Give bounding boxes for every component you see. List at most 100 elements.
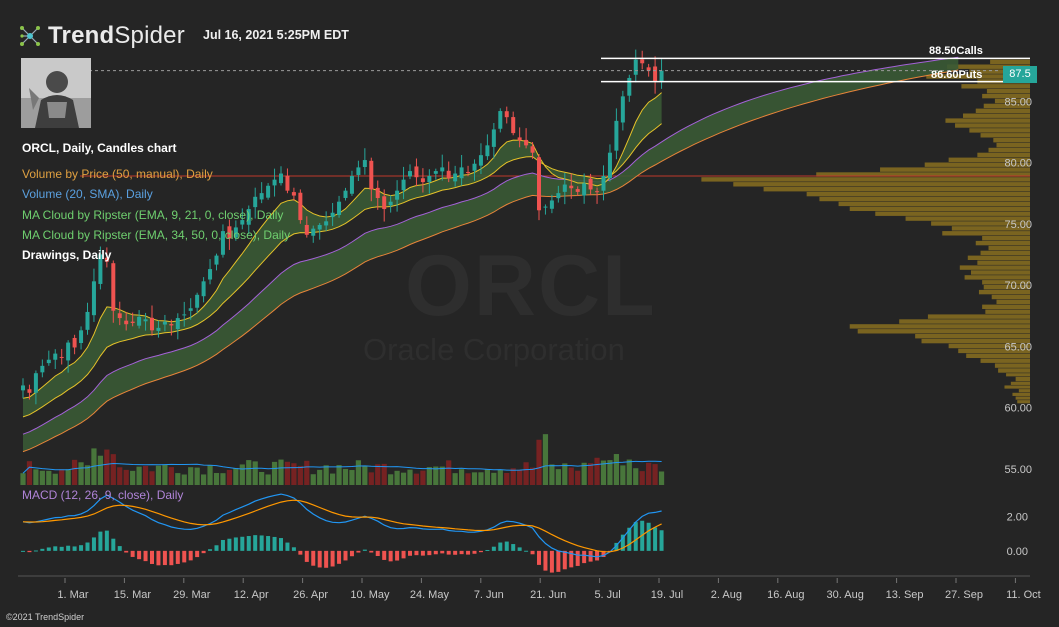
vbp-bar [993, 138, 1030, 143]
volume-bar [652, 464, 658, 485]
macd-histogram-bar [317, 550, 322, 568]
volume-bar [517, 469, 523, 485]
candle-body [285, 175, 290, 191]
candle-body [433, 171, 438, 174]
candle-body [53, 353, 58, 360]
vbp-bar [905, 216, 1030, 221]
candle-body [349, 175, 354, 194]
volume-bar [575, 470, 581, 485]
vbp-bar [849, 206, 1030, 211]
candle-body [253, 196, 258, 208]
macd-histogram-bar [195, 550, 200, 558]
volume-bar [65, 469, 71, 485]
candle-body [453, 173, 458, 182]
vbp-bar [1015, 396, 1030, 400]
volume-bar [562, 463, 568, 485]
macd-histogram-bar [427, 550, 432, 556]
price-tick-label: 80.00 [1004, 158, 1032, 170]
volume-bar [529, 467, 536, 485]
indicator-label-drawings[interactable]: Drawings, Daily [22, 248, 112, 262]
timestamp: Jul 16, 2021 5:25PM EDT [203, 28, 349, 42]
candle-body [291, 192, 296, 196]
time-tick-label: 16. Aug [767, 589, 804, 601]
candle-body [259, 193, 264, 200]
macd-histogram-bar [104, 530, 109, 551]
volume-bar [246, 460, 252, 485]
volume-bar [175, 473, 181, 485]
candle-body [195, 294, 200, 308]
macd-histogram-bar [227, 538, 232, 551]
macd-histogram-bar [420, 550, 425, 556]
candle-body [588, 178, 593, 190]
candle-body [79, 330, 84, 344]
puts-level-label[interactable]: 86.60Puts [931, 69, 982, 81]
candle-body [595, 191, 600, 193]
volume-bar [588, 463, 594, 485]
candle-body [272, 179, 277, 186]
macd-histogram-bar [66, 545, 71, 551]
macd-histogram-bar [272, 536, 277, 551]
candle-body [343, 190, 348, 198]
volume-bar [381, 463, 387, 485]
volume-bar [388, 474, 394, 485]
macd-histogram-bar [433, 550, 438, 555]
indicator-label-volume[interactable]: Volume (20, SMA), Daily [22, 187, 153, 201]
candle-body [504, 111, 509, 118]
time-tick-label: 29. Mar [173, 589, 211, 601]
macd-histogram-bar [98, 531, 103, 551]
volume-bar [213, 473, 220, 485]
vbp-bar [980, 358, 1030, 363]
vbp-bar [990, 59, 1030, 64]
indicator-label-cloud-1[interactable]: MA Cloud by Ripster (EMA, 9, 21, 0, clos… [22, 208, 284, 222]
calls-level-label[interactable]: 88.50Calls [929, 45, 983, 57]
candle-body [627, 77, 632, 96]
avatar-image [21, 58, 91, 128]
volume-bar [484, 469, 490, 485]
volume-bar [478, 472, 484, 485]
volume-bar [658, 471, 665, 485]
vbp-bar [967, 255, 1030, 260]
macd-histogram-bar [530, 550, 535, 555]
candles [21, 49, 664, 405]
macd-histogram-bar [575, 550, 580, 566]
vbp-bar [948, 343, 1030, 349]
volume-bar [594, 457, 600, 485]
vbp-bar [964, 275, 1030, 280]
macd-histogram-bar [349, 550, 354, 557]
macd-histogram-bar [233, 537, 238, 551]
volume-bar [84, 465, 91, 485]
indicator-label-cloud-2[interactable]: MA Cloud by Ripster (EMA, 34, 50, 0, clo… [22, 228, 291, 242]
vbp-bar [998, 368, 1030, 373]
candle-body [653, 66, 658, 82]
vbp-bar [927, 314, 1030, 319]
candle-body [40, 365, 45, 373]
price-axis: 85.00 80.00 75.00 70.00 65.00 60.00 55.00 [1004, 96, 1032, 476]
volume-bar [142, 465, 149, 485]
vbp-bar [982, 280, 1030, 285]
volume-bar [646, 462, 652, 485]
macd-histogram-bar [395, 550, 400, 561]
indicator-label-vbp[interactable]: Volume by Price (50, manual), Daily [22, 167, 213, 181]
macd-tick-label: 0.00 [1007, 546, 1028, 558]
volume-bar [97, 455, 103, 485]
trendspider-logo: TrendSpider [18, 22, 185, 50]
candle-body [220, 231, 225, 255]
volume-bar [72, 459, 78, 485]
macd-histogram-bar [311, 550, 316, 566]
volume-bar [181, 474, 187, 485]
volume-bar [426, 467, 432, 485]
volume-bar [207, 465, 213, 485]
macd-histogram-bar [414, 550, 419, 556]
vbp-bar [963, 113, 1030, 118]
logo-network-icon [20, 26, 40, 46]
macd-histogram-bar [208, 549, 213, 551]
indicator-label-macd[interactable]: MACD (12, 26, 9, close), Daily [22, 488, 184, 502]
macd-histogram-bar [85, 542, 90, 551]
candle-body [517, 137, 522, 141]
copyright: ©2021 TrendSpider [6, 612, 85, 622]
time-tick-label: 24. May [410, 589, 450, 601]
macd-histogram-bar [201, 550, 206, 554]
vbp-bar [985, 309, 1030, 314]
vbp-bar [986, 89, 1030, 94]
